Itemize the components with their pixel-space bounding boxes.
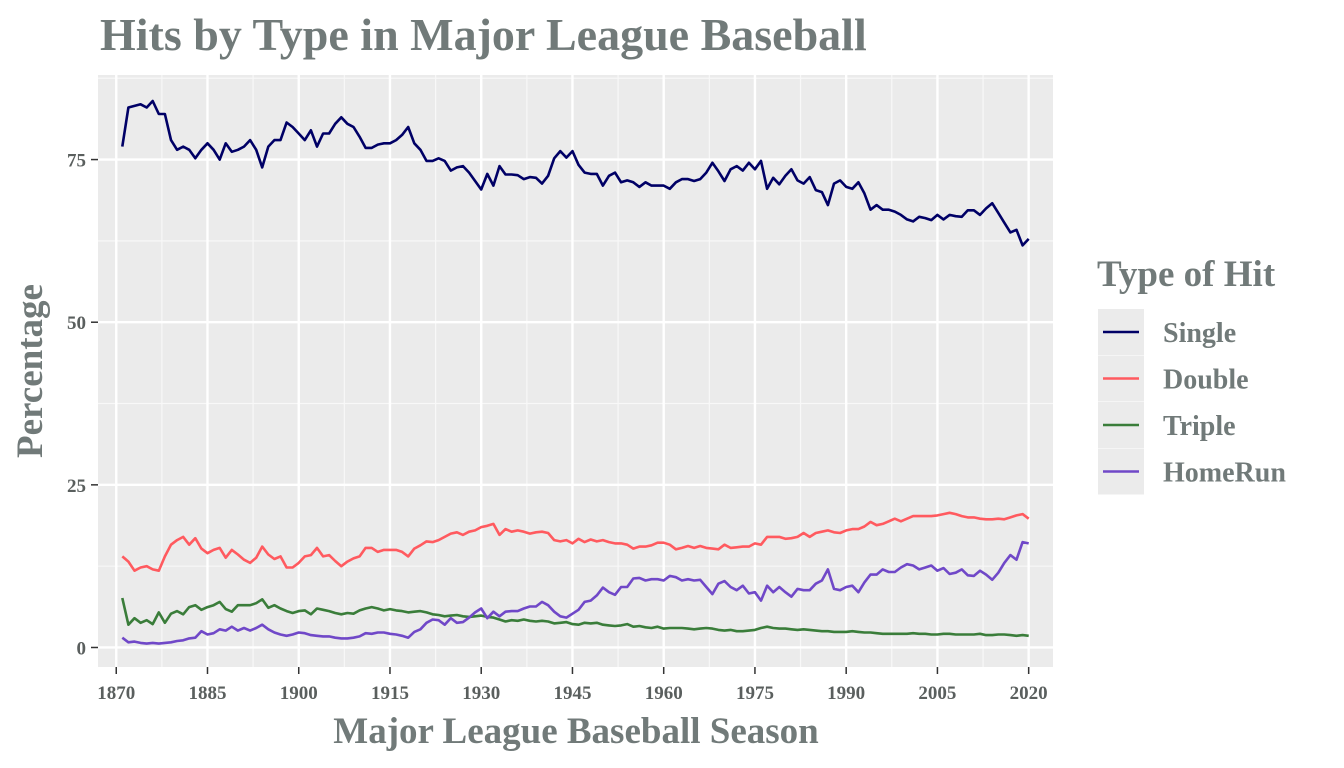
series-line-single bbox=[121, 99, 1030, 247]
legend: Type of Hit Single Double Triple HomeRun bbox=[1097, 254, 1286, 495]
legend-label-double: Double bbox=[1163, 365, 1249, 396]
x-tick-label: 1975 bbox=[736, 683, 774, 704]
legend-items: Single Double Triple HomeRun bbox=[1098, 309, 1286, 495]
series-line-homerun bbox=[121, 540, 1029, 645]
legend-label-triple: Triple bbox=[1163, 411, 1236, 442]
y-axis: 0 25 50 75 bbox=[67, 151, 98, 659]
x-tick-label: 1960 bbox=[645, 683, 683, 704]
x-tick-label: 1870 bbox=[97, 683, 135, 704]
y-tick-label: 0 bbox=[77, 638, 87, 659]
legend-label-homerun: HomeRun bbox=[1163, 458, 1286, 489]
x-tick-label: 1900 bbox=[280, 683, 318, 704]
y-tick-label: 50 bbox=[67, 313, 86, 334]
x-tick-label: 1990 bbox=[827, 683, 865, 704]
x-tick-label: 1915 bbox=[371, 683, 409, 704]
x-tick-label: 2020 bbox=[1010, 683, 1048, 704]
x-tick-label: 1930 bbox=[462, 683, 500, 704]
x-axis-title: Major League Baseball Season bbox=[333, 711, 819, 752]
major-gridlines bbox=[98, 75, 1053, 667]
legend-label-single: Single bbox=[1163, 318, 1236, 349]
x-tick-label: 1885 bbox=[188, 683, 226, 704]
x-axis: 1870 1885 1900 1915 1930 1945 1960 1975 1990 2005… bbox=[97, 667, 1048, 704]
plot-panel bbox=[98, 75, 1053, 667]
y-tick-label: 75 bbox=[67, 151, 86, 172]
y-tick-label: 25 bbox=[67, 476, 86, 497]
chart-title: Hits by Type in Major League Baseball bbox=[100, 9, 867, 60]
x-tick-label: 1945 bbox=[553, 683, 591, 704]
legend-title: Type of Hit bbox=[1097, 254, 1276, 295]
y-axis-title: Percentage bbox=[10, 284, 51, 458]
plot-background bbox=[98, 75, 1053, 667]
series-line-triple bbox=[121, 597, 1029, 638]
series-lines bbox=[121, 99, 1030, 645]
series-line-double bbox=[121, 511, 1030, 572]
minor-gridlines bbox=[98, 75, 1053, 667]
x-tick-label: 2005 bbox=[918, 683, 956, 704]
